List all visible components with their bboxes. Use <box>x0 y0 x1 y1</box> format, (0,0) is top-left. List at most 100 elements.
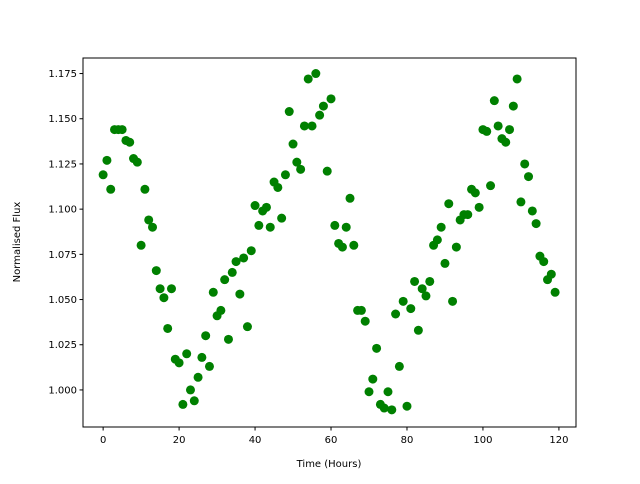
x-axis: 0 20 40 60 80 100 120 <box>100 427 568 446</box>
data-point <box>98 170 108 180</box>
data-point <box>117 125 127 135</box>
data-point <box>106 184 116 194</box>
data-point <box>482 126 492 136</box>
y-tick-label: 1.125 <box>48 159 77 170</box>
y-tick-label: 1.050 <box>48 295 77 306</box>
data-point <box>379 403 389 413</box>
data-point <box>402 401 412 411</box>
data-point <box>102 155 112 165</box>
data-point <box>505 125 515 135</box>
data-point <box>398 296 408 306</box>
data-point <box>231 257 241 267</box>
data-point <box>277 213 287 223</box>
data-point <box>315 110 325 120</box>
data-point <box>326 94 336 104</box>
data-point <box>220 275 230 285</box>
y-tick-label: 1.075 <box>48 250 77 261</box>
x-axis-label: Time (Hours) <box>296 459 362 470</box>
data-point <box>201 331 211 341</box>
data-point <box>242 322 252 332</box>
data-point <box>425 276 435 286</box>
data-point <box>216 305 226 315</box>
y-tick-label: 1.000 <box>48 385 77 396</box>
y-tick-label: 1.150 <box>48 114 77 125</box>
y-tick-label: 1.100 <box>48 205 77 216</box>
data-point <box>539 257 549 267</box>
data-point <box>349 240 359 250</box>
y-tick-label: 1.025 <box>48 340 77 351</box>
data-point <box>501 137 511 147</box>
data-point <box>470 188 480 198</box>
data-point <box>550 287 560 297</box>
data-point <box>185 385 195 395</box>
data-point <box>193 372 203 382</box>
data-point <box>250 201 260 211</box>
data-point <box>296 164 306 174</box>
y-axis: 1.000 1.025 1.050 1.075 1.100 1.125 1.150 1.175 <box>48 69 83 396</box>
data-point <box>489 96 499 106</box>
data-point <box>520 159 530 169</box>
data-point <box>444 199 454 209</box>
data-point <box>360 316 370 326</box>
data-point <box>246 246 256 256</box>
data-point <box>436 222 446 232</box>
data-point <box>144 215 154 225</box>
x-tick-label: 60 <box>325 435 338 446</box>
data-point <box>322 166 332 176</box>
data-point <box>432 235 442 245</box>
data-point <box>284 107 294 117</box>
data-point <box>155 284 165 294</box>
data-point <box>204 361 214 371</box>
data-point <box>531 219 541 229</box>
data-point <box>299 121 309 131</box>
data-point <box>493 121 503 131</box>
data-point <box>159 293 169 303</box>
data-point <box>516 197 526 207</box>
y-tick-label: 1.175 <box>48 69 77 80</box>
data-point <box>178 399 188 409</box>
data-point <box>394 361 404 371</box>
x-tick-label: 120 <box>549 435 568 446</box>
data-point <box>148 222 158 232</box>
data-point <box>235 289 245 299</box>
data-point <box>421 291 431 301</box>
data-point <box>448 296 458 306</box>
y-axis-label: Normalised Flux <box>12 202 23 283</box>
data-point <box>163 323 173 333</box>
data-point <box>524 172 534 182</box>
data-point <box>140 184 150 194</box>
x-tick-label: 20 <box>173 435 186 446</box>
data-point <box>318 101 328 111</box>
data-point <box>166 284 176 294</box>
data-point <box>463 210 473 220</box>
data-point <box>387 405 397 415</box>
data-point <box>273 182 283 192</box>
data-point <box>174 358 184 368</box>
data-point <box>410 276 420 286</box>
x-tick-label: 100 <box>473 435 492 446</box>
data-point <box>292 157 302 167</box>
data-point <box>189 396 199 406</box>
data-point <box>330 220 340 230</box>
data-point <box>288 139 298 149</box>
data-point <box>383 387 393 397</box>
data-point <box>356 305 366 315</box>
data-point <box>474 202 484 212</box>
x-tick-label: 0 <box>100 435 106 446</box>
data-point <box>265 222 275 232</box>
data-point <box>406 304 416 314</box>
data-point <box>151 266 161 276</box>
data-point <box>197 352 207 362</box>
data-point <box>136 240 146 250</box>
data-point <box>227 267 237 277</box>
data-point <box>132 157 142 167</box>
data-point <box>508 101 518 111</box>
data-point <box>254 220 264 230</box>
data-point <box>311 69 321 79</box>
data-point <box>486 181 496 191</box>
data-point <box>125 137 135 147</box>
data-point <box>546 269 556 279</box>
data-point <box>440 258 450 268</box>
data-point <box>417 284 427 294</box>
